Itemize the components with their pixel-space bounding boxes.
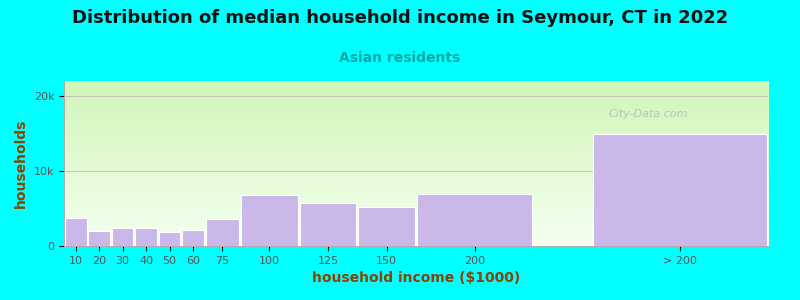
Bar [417,194,532,246]
Bar [112,228,134,246]
Text: City-Data.com: City-Data.com [609,109,688,119]
Bar [358,207,415,246]
Text: Distribution of median household income in Seymour, CT in 2022: Distribution of median household income … [72,9,728,27]
Bar [593,134,767,246]
Bar [65,218,86,246]
Bar [135,228,157,246]
Bar [159,232,180,246]
Bar [206,219,239,246]
Text: Asian residents: Asian residents [339,51,461,65]
Bar [300,202,356,246]
X-axis label: household income ($1000): household income ($1000) [312,271,520,285]
Bar [89,231,110,246]
Bar [241,195,298,246]
Y-axis label: households: households [14,119,28,208]
Bar [182,230,204,246]
